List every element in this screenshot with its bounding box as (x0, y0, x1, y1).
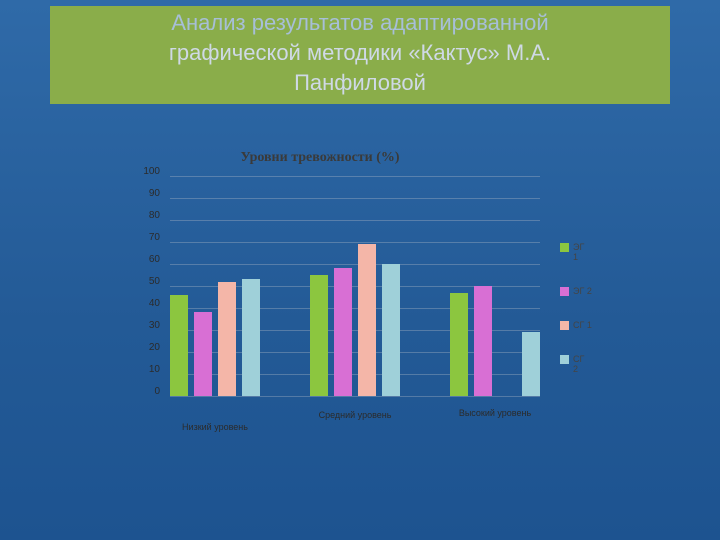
legend-item: СГ2 (560, 354, 601, 374)
bar (450, 293, 468, 396)
grid-line (170, 396, 540, 397)
title-line-1: Анализ результатов адаптированной (171, 10, 548, 35)
y-tick-label: 100 (134, 166, 160, 177)
bar (310, 275, 328, 396)
bar (170, 295, 188, 396)
plot-area (170, 176, 540, 396)
category-label: Средний уровень (295, 410, 415, 420)
bar (382, 264, 400, 396)
y-tick-label: 30 (134, 320, 160, 331)
bar (522, 332, 540, 396)
bar (218, 282, 236, 396)
legend-swatch (560, 321, 569, 330)
bar (474, 286, 492, 396)
legend-item: СГ 1 (560, 320, 601, 330)
bars-group (170, 176, 540, 396)
slide: Анализ результатов адаптированной графич… (0, 0, 720, 540)
y-tick-label: 80 (134, 210, 160, 221)
legend-label: ЭГ 2 (573, 286, 601, 296)
chart-title: Уровни тревожности (%) (110, 150, 530, 166)
chart-area: Уровни тревожности (%) 0 10 20 30 40 50 60 70 80… (110, 150, 650, 490)
y-tick-label: 70 (134, 232, 160, 243)
y-tick-label: 0 (134, 386, 160, 397)
title-line-3: Панфиловой (294, 70, 426, 95)
title-line-2: графической методики «Кактус» М.А. (169, 40, 551, 65)
y-tick-label: 40 (134, 298, 160, 309)
legend-swatch (560, 243, 569, 252)
slide-title: Анализ результатов адаптированной графич… (60, 8, 660, 98)
bar (194, 312, 212, 396)
y-tick-label: 90 (134, 188, 160, 199)
legend-item: ЭГ1 (560, 242, 601, 262)
category-label: Низкий уровень (155, 422, 275, 432)
bar (242, 279, 260, 396)
legend-swatch (560, 287, 569, 296)
y-tick-label: 60 (134, 254, 160, 265)
y-tick-label: 10 (134, 364, 160, 375)
legend: ЭГ1 ЭГ 2 СГ 1 СГ2 (560, 242, 601, 398)
legend-label: ЭГ1 (573, 242, 601, 262)
bar (358, 244, 376, 396)
y-tick-label: 50 (134, 276, 160, 287)
y-tick-label: 20 (134, 342, 160, 353)
legend-swatch (560, 355, 569, 364)
bar (334, 268, 352, 396)
legend-item: ЭГ 2 (560, 286, 601, 296)
category-label: Высокий уровень (435, 408, 555, 418)
legend-label: СГ2 (573, 354, 601, 374)
legend-label: СГ 1 (573, 320, 601, 330)
